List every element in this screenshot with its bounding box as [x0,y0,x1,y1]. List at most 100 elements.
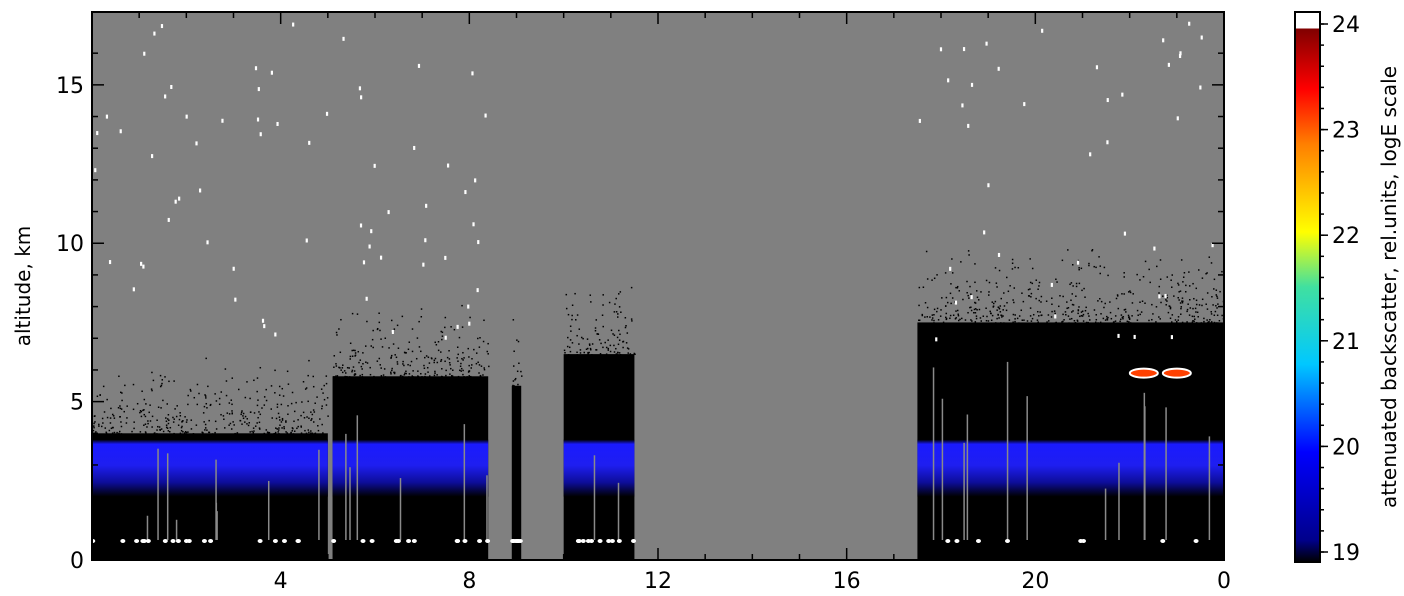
noise-speck [1106,318,1108,320]
noise-speck [1094,321,1097,323]
noise-speck [405,370,407,373]
noise-speck [338,366,340,369]
noise-speck [276,406,279,408]
noise-speck [423,367,426,369]
noise-speck [421,376,423,378]
noise-speck [1013,301,1015,304]
noise-speck [247,424,250,427]
noise-speck [1076,260,1080,265]
noise-speck [1124,308,1127,311]
noise-speck [1112,321,1115,324]
noise-speck [952,314,955,317]
noise-speck [918,319,921,322]
noise-speck [468,364,470,367]
noise-speck [1021,319,1024,321]
noise-speck [918,286,921,289]
noise-speck [975,308,977,310]
noise-speck [594,327,597,329]
noise-speck [571,314,573,317]
noise-speck [1039,311,1041,313]
noise-speck [1038,281,1041,284]
noise-speck [929,316,931,318]
noise-speck [148,411,150,414]
noise-speck [308,417,310,420]
noise-speck [478,364,481,366]
noise-speck [220,413,222,416]
noise-speck [960,261,962,263]
noise-speck [461,357,463,360]
noise-speck [618,339,621,341]
dropout-streak [157,448,159,540]
noise-speck [1071,293,1074,295]
noise-speck [445,374,447,377]
noise-speck [624,326,627,329]
noise-speck [378,357,381,360]
noise-speck [1080,311,1083,313]
noise-speck [1068,322,1070,324]
noise-speck [353,374,356,376]
noise-speck [1038,315,1040,317]
noise-speck [457,360,459,362]
y-axis: 0 5 10 15 [56,52,1224,574]
noise-speck [340,369,342,371]
noise-speck [918,304,920,307]
noise-speck [364,345,367,347]
noise-speck [391,329,394,334]
noise-speck [1120,318,1122,321]
noise-speck [308,140,311,145]
noise-speck [608,301,611,304]
ground-speck [162,538,168,543]
noise-speck [143,413,146,416]
noise-speck [253,412,256,414]
noise-speck [1208,320,1210,323]
noise-speck [275,417,278,420]
noise-speck [1046,321,1048,323]
noise-speck [437,341,440,343]
noise-speck [616,336,619,339]
noise-speck [446,163,450,168]
noise-speck [300,426,303,428]
noise-speck [1095,314,1097,316]
colorbar-gradient [1295,12,1320,562]
noise-speck [1210,322,1212,324]
noise-speck [448,358,451,360]
noise-speck [1209,318,1211,321]
noise-speck [996,286,998,288]
noise-speck [373,375,375,378]
noise-speck [1195,299,1198,302]
noise-speck [1008,319,1011,321]
noise-speck [404,352,406,354]
noise-speck [376,327,379,330]
noise-speck [1031,317,1034,320]
noise-speck [258,411,260,413]
noise-speck [1047,314,1050,316]
noise-speck [1037,310,1039,313]
noise-speck [518,362,520,365]
noise-speck [610,329,613,332]
noise-speck [926,278,929,280]
noise-speck [1000,297,1003,300]
noise-speck [249,397,251,400]
noise-speck [921,313,924,316]
noise-speck [970,82,974,87]
noise-speck [239,419,242,422]
noise-speck [985,41,988,46]
noise-speck [1037,321,1039,323]
noise-speck [179,414,182,417]
noise-speck [204,423,207,426]
noise-speck [434,341,436,344]
noise-speck [252,431,255,434]
noise-speck [143,51,146,56]
noise-speck [220,391,223,393]
noise-speck [565,307,568,310]
noise-speck [192,433,195,435]
noise-speck [567,313,570,316]
noise-speck [514,377,517,380]
noise-speck [1166,300,1168,302]
noise-speck [971,320,973,322]
noise-speck [1027,295,1030,297]
noise-speck [985,279,988,282]
noise-speck [1221,314,1223,317]
noise-speck [178,418,181,421]
noise-speck [1193,320,1195,323]
